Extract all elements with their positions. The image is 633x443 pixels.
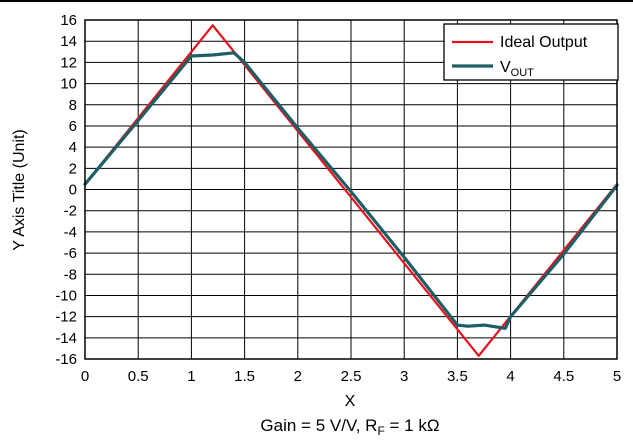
y-tick-label: -12 <box>55 309 77 326</box>
y-axis-title: Y Axis Title (Unit) <box>11 129 28 251</box>
y-tick-label: -6 <box>64 245 77 262</box>
y-tick-label: -8 <box>64 266 77 283</box>
x-axis-title: X <box>345 393 356 410</box>
x-tick-labels: 0 0.5 1 1.5 2 2.5 3 3.5 4 4.5 5 <box>81 368 621 385</box>
legend-label-vout-sub: OUT <box>511 67 535 79</box>
y-tick-label: -2 <box>64 203 77 220</box>
y-tick-label: -4 <box>64 224 77 241</box>
top-rule <box>0 0 633 2</box>
x-tick-label: 1 <box>187 368 195 385</box>
x-tick-label: 4 <box>506 368 514 385</box>
y-tick-label: 10 <box>60 76 77 93</box>
y-tick-label: 0 <box>69 182 77 199</box>
x-tick-label: 1.5 <box>234 368 255 385</box>
y-tick-label: 8 <box>69 97 77 114</box>
x-tick-label: 5 <box>613 368 621 385</box>
y-tick-label: 6 <box>69 118 77 135</box>
caption-prefix: Gain = 5 V/V, R <box>260 416 377 435</box>
y-tick-label: 2 <box>69 160 77 177</box>
caption-suffix: = 1 kΩ <box>385 416 440 435</box>
y-tick-label: 4 <box>69 139 77 156</box>
y-tick-label: 16 <box>60 12 77 29</box>
y-tick-label: -14 <box>55 330 77 347</box>
series-line-ideal-output <box>83 24 619 357</box>
x-tick-label: 2 <box>294 368 302 385</box>
y-tick-label: -10 <box>55 287 77 304</box>
y-tick-label: 12 <box>60 54 77 71</box>
plot-frame <box>84 19 618 360</box>
legend-label-vout-main: V <box>500 59 511 76</box>
legend-box <box>443 23 619 81</box>
y-tick-label: -16 <box>55 351 77 368</box>
x-tick-label: 3 <box>400 368 408 385</box>
legend: Ideal Output VOUT <box>443 23 619 81</box>
legend-label-vout: VOUT <box>500 59 534 79</box>
x-tick-label: 0.5 <box>128 368 149 385</box>
x-tick-label: 0 <box>81 368 89 385</box>
y-tick-labels: 16 14 12 10 8 6 4 2 0 -2 -4 -6 -8 -10 -12 -14 -16 <box>55 12 77 368</box>
y-tick-label: 14 <box>60 33 77 50</box>
legend-label-ideal-output: Ideal Output <box>500 34 588 51</box>
x-tick-label: 4.5 <box>553 368 574 385</box>
chart-caption: Gain = 5 V/V, RF = 1 kΩ <box>260 416 439 438</box>
series-lines <box>83 24 619 357</box>
x-tick-label: 3.5 <box>447 368 468 385</box>
series-line-vout <box>83 51 619 330</box>
caption-subscript: F <box>377 424 384 438</box>
x-tick-label: 2.5 <box>341 368 362 385</box>
